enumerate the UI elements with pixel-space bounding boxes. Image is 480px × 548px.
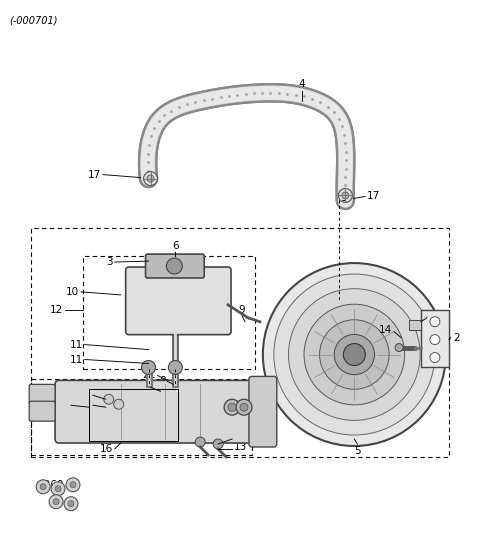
Text: 20: 20 [78, 400, 91, 410]
FancyBboxPatch shape [29, 384, 55, 404]
FancyBboxPatch shape [55, 380, 260, 443]
Circle shape [142, 361, 156, 374]
Text: 12: 12 [50, 305, 63, 315]
Text: 1: 1 [429, 311, 435, 321]
Circle shape [263, 263, 446, 446]
Bar [31, 379, 252, 455]
Circle shape [213, 439, 223, 449]
Text: 11: 11 [70, 355, 83, 364]
Text: 8: 8 [159, 376, 166, 386]
Circle shape [334, 334, 374, 375]
Circle shape [68, 501, 74, 507]
Circle shape [224, 399, 240, 415]
Circle shape [167, 258, 182, 274]
Circle shape [342, 192, 349, 199]
Circle shape [195, 437, 205, 447]
Circle shape [53, 499, 59, 505]
Bar [89, 389, 179, 441]
Circle shape [49, 495, 63, 509]
Text: 15: 15 [234, 432, 247, 442]
Circle shape [288, 289, 420, 420]
Text: (-000701): (-000701) [9, 15, 58, 26]
Text: 9: 9 [239, 305, 245, 315]
Circle shape [228, 403, 236, 411]
Circle shape [70, 482, 76, 488]
Circle shape [147, 175, 154, 182]
Circle shape [104, 395, 114, 404]
Text: 2: 2 [453, 333, 459, 342]
Text: 7: 7 [62, 400, 69, 410]
Text: 10: 10 [66, 287, 79, 297]
FancyBboxPatch shape [29, 401, 55, 421]
Circle shape [114, 399, 124, 409]
FancyBboxPatch shape [126, 267, 231, 335]
Circle shape [343, 344, 365, 366]
FancyBboxPatch shape [249, 376, 277, 447]
Circle shape [304, 304, 405, 405]
Text: 13: 13 [234, 442, 247, 452]
Circle shape [168, 361, 182, 374]
Circle shape [430, 317, 440, 327]
Bar [31, 229, 449, 457]
Circle shape [236, 399, 252, 415]
Bar [409, 319, 421, 330]
Circle shape [430, 352, 440, 362]
Circle shape [66, 478, 80, 492]
Circle shape [51, 482, 65, 496]
Circle shape [55, 486, 61, 492]
Text: 5: 5 [354, 446, 360, 456]
Text: 14: 14 [379, 324, 392, 335]
Text: 16: 16 [99, 444, 113, 454]
Circle shape [144, 172, 157, 186]
Circle shape [240, 403, 248, 411]
Circle shape [320, 320, 389, 389]
Circle shape [395, 344, 403, 352]
Circle shape [36, 480, 50, 494]
Bar [421, 310, 449, 368]
Text: 3: 3 [106, 257, 113, 267]
Circle shape [338, 189, 352, 202]
Circle shape [430, 335, 440, 345]
Text: 17: 17 [87, 169, 101, 180]
Text: 21: 21 [142, 370, 156, 380]
Circle shape [64, 496, 78, 511]
Text: 4360: 4360 [37, 480, 63, 490]
Text: 4: 4 [299, 79, 305, 89]
Bar [83, 256, 255, 369]
Circle shape [274, 274, 435, 435]
FancyBboxPatch shape [145, 254, 204, 278]
Text: 17: 17 [367, 191, 381, 202]
Text: 11: 11 [70, 340, 83, 350]
Text: 6: 6 [172, 241, 179, 251]
Circle shape [40, 484, 46, 490]
Text: 19: 19 [78, 390, 91, 400]
Text: 18: 18 [135, 383, 148, 392]
